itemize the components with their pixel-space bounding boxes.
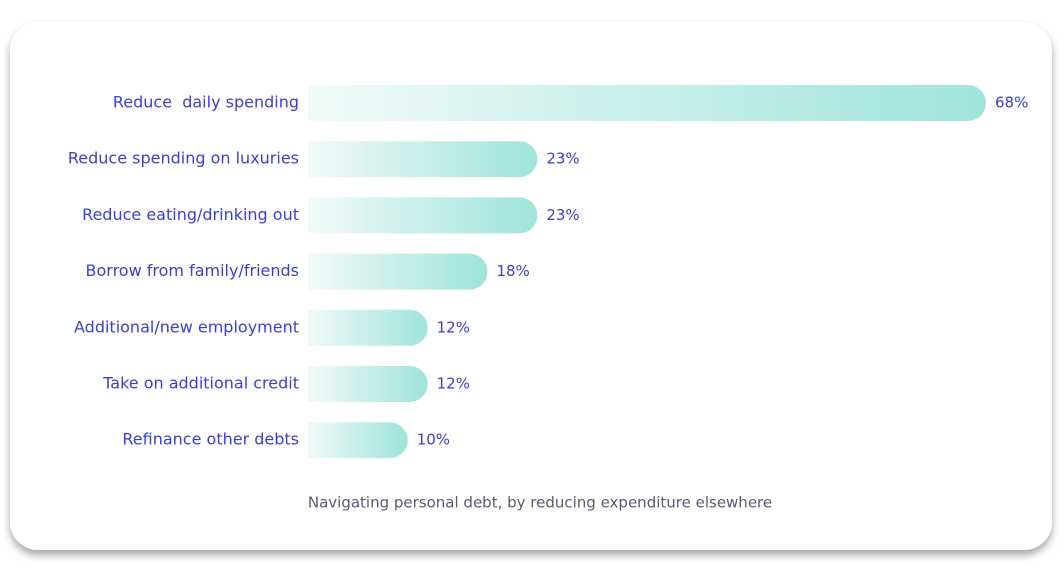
- chart-caption: Navigating personal debt, by reducing ex…: [308, 494, 772, 512]
- bar: [308, 85, 986, 121]
- bar: [308, 253, 488, 290]
- bar: [308, 422, 408, 459]
- bar: [308, 141, 538, 178]
- category-label: Additional/new employment: [74, 317, 299, 336]
- value-label: 10%: [417, 431, 450, 449]
- bar: [308, 309, 428, 346]
- value-label: 18%: [496, 262, 529, 280]
- category-label: Reduce daily spending: [113, 93, 299, 112]
- category-label: Refinance other debts: [122, 430, 299, 449]
- value-label: 23%: [546, 206, 579, 224]
- card: [10, 22, 1052, 550]
- value-label: 68%: [995, 94, 1028, 112]
- value-label: 12%: [437, 375, 470, 393]
- category-label: Take on additional credit: [102, 374, 299, 393]
- category-label: Reduce eating/drinking out: [82, 205, 299, 224]
- category-label: Borrow from family/friends: [86, 261, 299, 280]
- bar: [308, 197, 538, 234]
- value-label: 23%: [546, 150, 579, 168]
- value-label: 12%: [437, 318, 470, 336]
- bar: [308, 366, 428, 402]
- category-label: Reduce spending on luxuries: [68, 149, 299, 168]
